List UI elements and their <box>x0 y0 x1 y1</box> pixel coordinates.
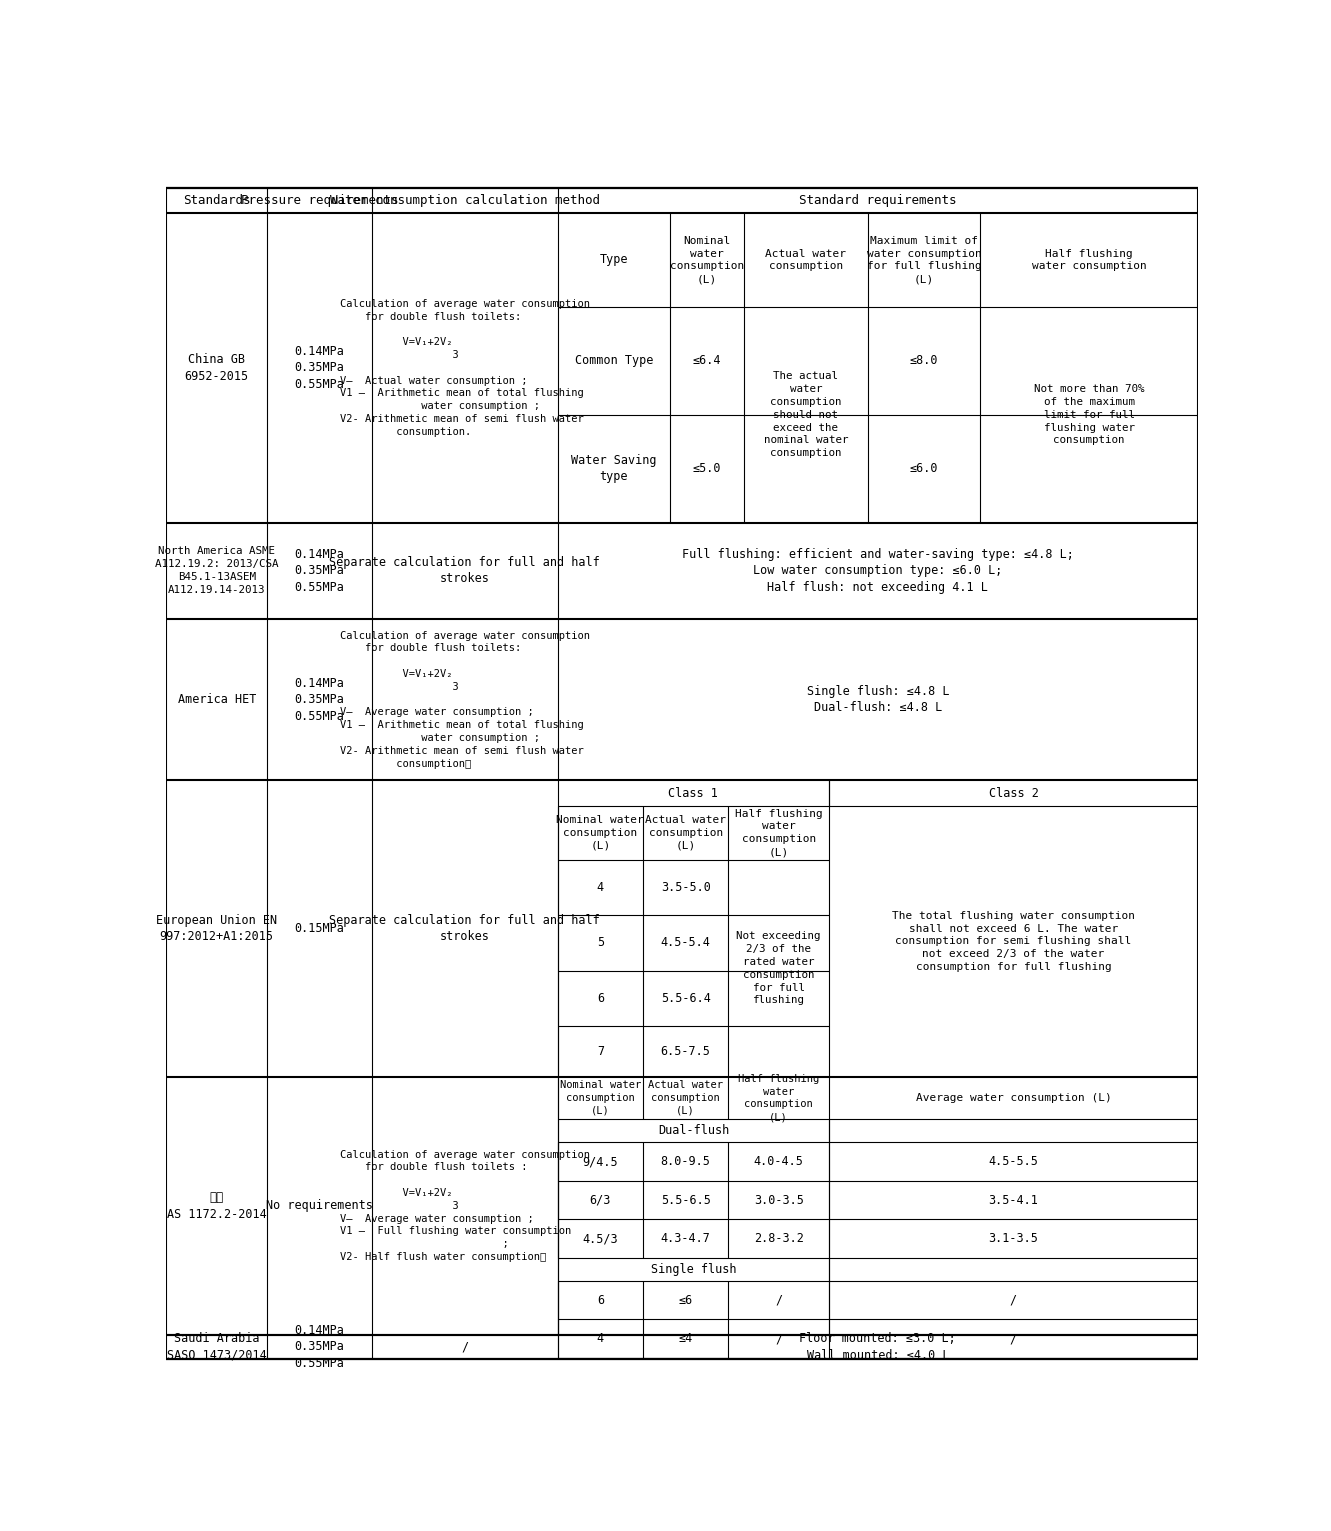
Text: Average water consumption (L): Average water consumption (L) <box>916 1093 1111 1104</box>
Text: Dual-flush: Dual-flush <box>658 1124 729 1138</box>
Text: Actual water
consumption
(L): Actual water consumption (L) <box>648 1081 723 1116</box>
Text: Separate calculation for full and half
strokes: Separate calculation for full and half s… <box>329 556 600 585</box>
Text: 7: 7 <box>596 1046 604 1058</box>
Text: European Union EN
997:2012+A1:2015: European Union EN 997:2012+A1:2015 <box>156 914 277 943</box>
Text: /: / <box>775 1294 783 1307</box>
Text: /: / <box>461 1340 469 1353</box>
Text: China GB
6952-2015: China GB 6952-2015 <box>185 354 249 383</box>
Text: Nominal
water
consumption
(L): Nominal water consumption (L) <box>669 236 744 285</box>
Text: 0.14MPa
0.35MPa
0.55MPa: 0.14MPa 0.35MPa 0.55MPa <box>294 344 345 390</box>
Text: ≤6.4: ≤6.4 <box>692 354 721 367</box>
Text: Floor mounted: ≤3.0 L;
Wall mounted: ≤4.0 L: Floor mounted: ≤3.0 L; Wall mounted: ≤4.… <box>800 1332 956 1361</box>
Text: Half flushing
water
consumption
(L): Half flushing water consumption (L) <box>737 1073 820 1122</box>
Text: Half flushing
water consumption: Half flushing water consumption <box>1032 248 1146 271</box>
Text: 3.1-3.5: 3.1-3.5 <box>989 1232 1038 1245</box>
Text: 0.14MPa
0.35MPa
0.55MPa: 0.14MPa 0.35MPa 0.55MPa <box>294 677 345 723</box>
Text: Not more than 70%
of the maximum
limit for full
flushing water
consumption: Not more than 70% of the maximum limit f… <box>1034 384 1145 446</box>
Text: 4.0-4.5: 4.0-4.5 <box>753 1154 804 1168</box>
Text: Maximum limit of
water consumption
for full flushing
(L): Maximum limit of water consumption for f… <box>866 236 981 285</box>
Text: Nominal water
consumption
(L): Nominal water consumption (L) <box>556 814 644 851</box>
Text: Not exceeding
2/3 of the
rated water
consumption
for full
flushing: Not exceeding 2/3 of the rated water con… <box>736 931 821 1006</box>
Text: Full flushing: efficient and water-saving type: ≤4.8 L;
Low water consumption ty: Full flushing: efficient and water-savin… <box>681 548 1074 594</box>
Text: Standard requirements: Standard requirements <box>799 194 957 207</box>
Text: No requirements: No requirements <box>266 1199 373 1213</box>
Text: 3.5-5.0: 3.5-5.0 <box>660 880 711 894</box>
Text: 4.3-4.7: 4.3-4.7 <box>660 1232 711 1245</box>
Text: 8.0-9.5: 8.0-9.5 <box>660 1154 711 1168</box>
Text: Pressure requirements: Pressure requirements <box>241 194 398 207</box>
Text: Single flush: Single flush <box>651 1263 736 1275</box>
Text: 6.5-7.5: 6.5-7.5 <box>660 1046 711 1058</box>
Text: America HET: America HET <box>177 694 256 706</box>
Text: Saudi Arabia
SASO 1473/2014: Saudi Arabia SASO 1473/2014 <box>166 1332 266 1361</box>
Text: 4.5/3: 4.5/3 <box>583 1232 618 1245</box>
Text: 6/3: 6/3 <box>590 1194 611 1206</box>
Text: 5.5-6.5: 5.5-6.5 <box>660 1194 711 1206</box>
Text: 0.15MPa: 0.15MPa <box>294 922 345 935</box>
Text: ≤4: ≤4 <box>679 1332 692 1346</box>
Text: 澳州
AS 1172.2-2014: 澳州 AS 1172.2-2014 <box>166 1191 266 1220</box>
Text: 3.5-4.1: 3.5-4.1 <box>989 1194 1038 1206</box>
Text: ≤6: ≤6 <box>679 1294 692 1307</box>
Text: Separate calculation for full and half
strokes: Separate calculation for full and half s… <box>329 914 600 943</box>
Text: 4.5-5.4: 4.5-5.4 <box>660 937 711 949</box>
Text: 3.0-3.5: 3.0-3.5 <box>753 1194 804 1206</box>
Text: Calculation of average water consumption
    for double flush toilets:

        : Calculation of average water consumption… <box>339 631 590 769</box>
Text: Standards: Standards <box>182 194 250 207</box>
Text: Single flush: ≤4.8 L
Dual-flush: ≤4.8 L: Single flush: ≤4.8 L Dual-flush: ≤4.8 L <box>807 684 949 715</box>
Text: Type: Type <box>600 254 628 266</box>
Text: 0.14MPa
0.35MPa
0.55MPa: 0.14MPa 0.35MPa 0.55MPa <box>294 548 345 594</box>
Text: Half flushing
water
consumption
(L): Half flushing water consumption (L) <box>735 808 823 857</box>
Text: Water consumption calculation method: Water consumption calculation method <box>330 194 600 207</box>
Text: /: / <box>775 1332 783 1346</box>
Text: 4: 4 <box>596 880 604 894</box>
Text: 5: 5 <box>596 937 604 949</box>
Text: Calculation of average water consumption
    for double flush toilets :

       : Calculation of average water consumption… <box>339 1150 590 1262</box>
Text: 6: 6 <box>596 1294 604 1307</box>
Text: Water Saving
type: Water Saving type <box>571 453 656 484</box>
Text: Common Type: Common Type <box>575 354 654 367</box>
Text: /: / <box>1010 1294 1017 1307</box>
Text: ≤5.0: ≤5.0 <box>692 462 721 475</box>
Text: The actual
water
consumption
should not
exceed the
nominal water
consumption: The actual water consumption should not … <box>764 372 848 458</box>
Text: ≤8.0: ≤8.0 <box>909 354 938 367</box>
Text: 5.5-6.4: 5.5-6.4 <box>660 992 711 1004</box>
Text: 2.8-3.2: 2.8-3.2 <box>753 1232 804 1245</box>
Text: The total flushing water consumption
shall not exceed 6 L. The water
consumption: The total flushing water consumption sha… <box>892 911 1135 972</box>
Text: 6: 6 <box>596 992 604 1004</box>
Text: Nominal water
consumption
(L): Nominal water consumption (L) <box>560 1081 642 1116</box>
Text: 4: 4 <box>596 1332 604 1346</box>
Text: Class 2: Class 2 <box>989 787 1038 799</box>
Text: Actual water
consumption
(L): Actual water consumption (L) <box>646 814 727 851</box>
Text: Class 1: Class 1 <box>668 787 719 799</box>
Text: 9/4.5: 9/4.5 <box>583 1154 618 1168</box>
Text: 0.14MPa
0.35MPa
0.55MPa: 0.14MPa 0.35MPa 0.55MPa <box>294 1324 345 1370</box>
Text: Actual water
consumption: Actual water consumption <box>765 248 847 271</box>
Text: ≤6.0: ≤6.0 <box>909 462 938 475</box>
Text: North America ASME
A112.19.2: 2013/CSA
B45.1-13ASEM
A112.19.14-2013: North America ASME A112.19.2: 2013/CSA B… <box>154 547 278 596</box>
Text: /: / <box>1010 1332 1017 1346</box>
Text: Calculation of average water consumption
    for double flush toilets:

        : Calculation of average water consumption… <box>339 299 590 436</box>
Text: 4.5-5.5: 4.5-5.5 <box>989 1154 1038 1168</box>
